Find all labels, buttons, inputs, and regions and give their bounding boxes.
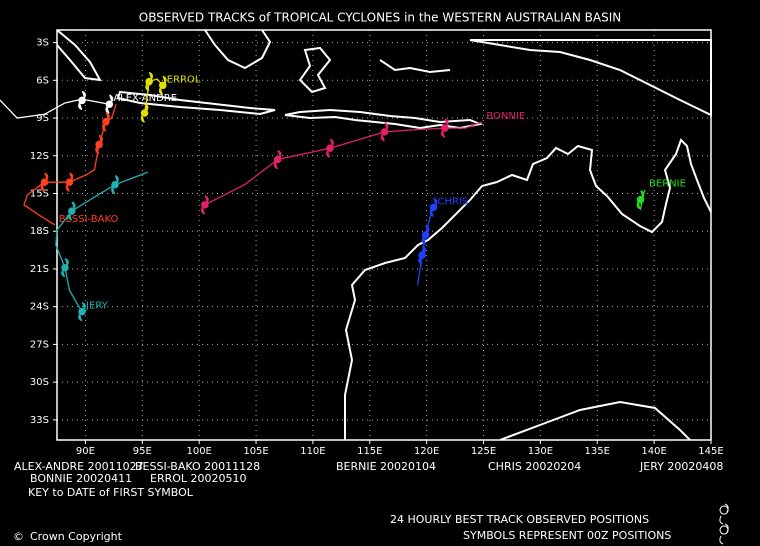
track-label: CHRIS (437, 196, 468, 207)
position-symbol (158, 75, 167, 96)
key-entry: KEY to DATE of FIRST SYMBOL (28, 486, 194, 499)
x-tick-label: 125E (471, 446, 496, 457)
position-symbol (111, 174, 119, 195)
x-tick-label: 110E (300, 446, 325, 457)
copyright-symbol: © (13, 530, 24, 543)
x-tick-label: 135E (585, 446, 610, 457)
position-symbol (140, 103, 149, 123)
frame (56, 29, 712, 441)
position-symbol (65, 172, 74, 192)
key-entry: JERY 20020408 (639, 460, 723, 473)
x-tick-label: 90E (76, 446, 95, 457)
y-tick-label: 9S (36, 113, 49, 124)
key-entry: CHRIS 20020204 (488, 460, 581, 473)
track (204, 121, 483, 206)
y-tick-label: 3S (36, 38, 49, 49)
y-tick-label: 33S (30, 415, 49, 426)
track-label: BESSI-BAKO (59, 214, 119, 225)
y-tick-label: 12S (30, 151, 49, 162)
position-symbol (61, 258, 69, 278)
track (55, 171, 149, 313)
symbol-icon (719, 503, 729, 525)
position-symbol (380, 122, 389, 142)
position-symbol (429, 197, 438, 218)
position-symbol (440, 118, 449, 138)
x-tick-label: 120E (414, 446, 439, 457)
key-entry: BESSI-BAKO 20011128 (135, 460, 260, 473)
footer: SYMBOLS REPRESENT 00Z POSITIONS (463, 529, 671, 542)
x-tick-label: 115E (357, 446, 382, 457)
y-tick-label: 27S (30, 339, 49, 350)
footer: 24 HOURLY BEST TRACK OBSERVED POSITIONS (390, 513, 649, 526)
position-symbol (105, 94, 114, 114)
track-label: ALEX-ANDRE (113, 93, 177, 104)
key-entry: BERNIE 20020104 (336, 460, 436, 473)
track-label: BONNIE (486, 111, 525, 122)
y-tick-label: 6S (36, 75, 49, 86)
position-symbol (326, 138, 334, 158)
position-symbol (78, 302, 86, 322)
y-tick-label: 18S (30, 226, 49, 237)
key-entry: BONNIE 20020411 (30, 472, 132, 485)
position-symbol (95, 134, 103, 155)
position-symbol (273, 149, 282, 170)
x-tick-label: 145E (698, 446, 723, 457)
position-symbol (40, 172, 49, 192)
copyright: Crown Copyright (30, 530, 123, 543)
key-entry: ERROL 20020510 (150, 472, 247, 485)
track (416, 207, 435, 286)
track-label: ERROL (167, 74, 201, 85)
position-symbol (78, 90, 86, 111)
x-tick-label: 95E (133, 446, 152, 457)
position-symbol (418, 245, 426, 265)
x-tick-label: 130E (528, 446, 553, 457)
y-tick-label: 15S (30, 188, 49, 199)
symbol-icon (719, 523, 729, 545)
track-label: BERNIE (649, 179, 686, 190)
position-symbol (145, 71, 153, 92)
title: OBSERVED TRACKS of TROPICAL CYCLONES in … (139, 11, 622, 25)
x-tick-label: 105E (243, 446, 268, 457)
position-symbol (200, 195, 209, 215)
key: ALEX-ANDRE 20011027 BESSI-BAKO 20011128 … (13, 460, 729, 545)
y-tick-label: 24S (30, 302, 49, 313)
track-label: JERY (85, 301, 109, 312)
position-symbol (636, 190, 645, 210)
position-symbol (102, 112, 110, 132)
x-tick-label: 100E (186, 446, 211, 457)
y-tick-label: 21S (30, 264, 49, 275)
x-tick-label: 140E (641, 446, 666, 457)
position-symbol (67, 201, 76, 221)
position-symbol (421, 225, 430, 245)
key-entry: ALEX-ANDRE 20011027 (14, 460, 144, 473)
coastline (56, 29, 712, 441)
y-tick-label: 30S (30, 377, 49, 388)
track (0, 98, 110, 119)
